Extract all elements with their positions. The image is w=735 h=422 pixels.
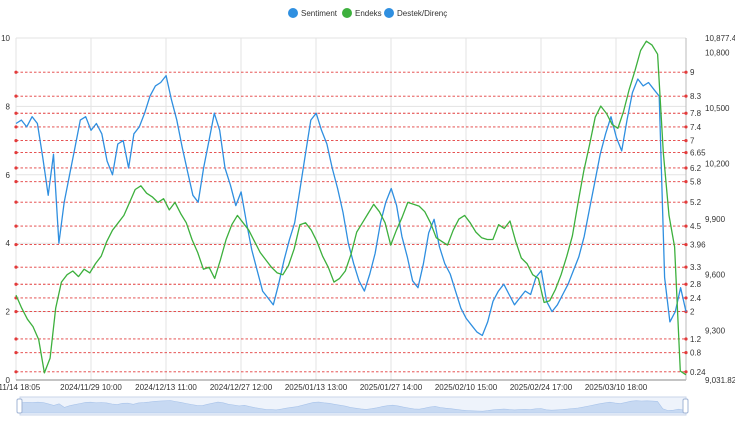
level-marker-left	[14, 265, 18, 269]
level-marker-left	[14, 310, 18, 314]
legend-item-endeks[interactable]: Endeks	[342, 8, 382, 18]
data-zoom-slider[interactable]	[16, 396, 689, 416]
x-tick-label: 2025/02/10 15:00	[435, 383, 498, 392]
right-tick-label: 10,877.4	[705, 34, 735, 43]
level-marker-right	[684, 139, 688, 143]
level-lines: 0.24 0.8 1.2 2 2.4 2.8 3.3 3.96 4.5 5.2 5.8 6.2 6.65…	[14, 68, 706, 377]
level-label: 0.8	[690, 349, 702, 358]
grid	[15, 37, 687, 381]
level-marker-left	[14, 282, 18, 286]
level-label: 5.8	[690, 178, 702, 187]
level-label: 2	[690, 308, 695, 317]
right-tick-label: 9,900	[705, 215, 726, 224]
series-line-endeks	[15, 40, 687, 376]
level-marker-left	[14, 200, 18, 204]
left-tick-label: 0	[6, 376, 11, 385]
level-label: 2.8	[690, 280, 702, 289]
level-marker-left	[14, 370, 18, 374]
level-marker-right	[684, 282, 688, 286]
level-label: 2.4	[690, 294, 702, 303]
legend-marker-destek-direnc	[384, 8, 394, 18]
level-marker-right	[684, 111, 688, 115]
level-label: 4.5	[690, 222, 702, 231]
left-axis: 0 2 4 6 8 10	[1, 34, 10, 385]
x-tick-label: 2025/02/24 17:00	[510, 383, 573, 392]
level-marker-right	[684, 242, 688, 247]
level-marker-right	[684, 125, 688, 129]
level-label: 6.2	[690, 164, 702, 173]
x-axis: 1/11/14 18:05 2024/11/29 10:00 2024/12/13 …	[0, 383, 648, 392]
x-tick-label: 2024/11/29 10:00	[60, 383, 122, 392]
left-tick-label: 8	[6, 102, 11, 111]
x-tick-label: 2025/01/13 13:00	[285, 383, 348, 392]
legend-label-sentiment: Sentiment	[301, 9, 338, 18]
level-label: 7	[690, 137, 695, 146]
level-marker-right	[684, 200, 688, 204]
level-label: 9	[690, 68, 695, 77]
x-tick-label: 2025/03/10 18:00	[585, 383, 648, 392]
x-tick-label: 2024/12/13 11:00	[135, 383, 197, 392]
level-label: 3.3	[690, 263, 702, 272]
level-marker-right	[684, 166, 688, 170]
right-tick-label: 10,500	[705, 104, 730, 113]
zoom-preview	[21, 400, 685, 414]
level-marker-right	[684, 337, 688, 341]
zoom-handle-left[interactable]	[16, 398, 23, 414]
level-marker-left	[14, 70, 18, 74]
level-marker-right	[684, 150, 688, 155]
level-marker-left	[14, 242, 18, 247]
legend-label-endeks: Endeks	[355, 9, 382, 18]
x-tick-label: 2024/12/27 12:00	[210, 383, 273, 392]
right-tick-label: 9,600	[705, 271, 726, 280]
legend-item-sentiment[interactable]: Sentiment	[288, 8, 338, 18]
x-tick-label: 1/11/14 18:05	[0, 383, 41, 392]
level-marker-left	[14, 180, 18, 184]
level-marker-right	[684, 351, 688, 355]
level-marker-left	[14, 94, 18, 98]
level-marker-left	[14, 111, 18, 115]
level-marker-right	[684, 180, 688, 184]
level-label: 7.4	[690, 123, 702, 132]
level-marker-right	[684, 370, 688, 374]
left-tick-label: 4	[6, 239, 11, 248]
level-marker-right	[684, 265, 688, 269]
level-marker-left	[14, 351, 18, 355]
level-marker-left	[14, 224, 18, 228]
legend-marker-sentiment	[288, 8, 298, 18]
level-label: 1.2	[690, 335, 702, 344]
left-tick-label: 10	[1, 34, 10, 43]
legend-label-destek-direnc: Destek/Direnç	[397, 9, 447, 18]
level-marker-left	[14, 125, 18, 129]
x-tick-label: 2025/01/27 14:00	[360, 383, 423, 392]
legend[interactable]: Sentiment Endeks Destek/Direnç	[288, 8, 447, 18]
level-marker-right	[684, 224, 688, 228]
right-tick-label: 9,031.82	[705, 376, 735, 385]
level-marker-right	[684, 70, 688, 74]
zoom-handle-right[interactable]	[682, 398, 689, 414]
level-marker-left	[14, 150, 18, 155]
level-marker-left	[14, 337, 18, 341]
series-line-sentiment	[15, 74, 687, 337]
right-tick-label: 9,300	[705, 326, 726, 335]
level-marker-right	[684, 94, 688, 98]
series-lines	[15, 40, 687, 376]
right-tick-label: 10,200	[705, 160, 730, 169]
right-axis: 9,031.82 9,300 9,600 9,900 10,200 10,500 10,80…	[705, 34, 735, 385]
level-label: 6.65	[690, 149, 706, 158]
level-label: 5.2	[690, 198, 702, 207]
level-marker-left	[14, 139, 18, 143]
left-tick-label: 6	[6, 171, 11, 180]
level-marker-right	[684, 296, 688, 300]
legend-marker-endeks	[342, 8, 352, 18]
level-label: 8.3	[690, 92, 702, 101]
right-tick-label: 10,800	[705, 48, 730, 57]
level-label: 7.8	[690, 109, 702, 118]
level-marker-left	[14, 166, 18, 170]
level-label: 0.24	[690, 368, 706, 377]
left-tick-label: 2	[6, 308, 11, 317]
legend-item-destek-direnc[interactable]: Destek/Direnç	[384, 8, 447, 18]
level-label: 3.96	[690, 241, 706, 250]
